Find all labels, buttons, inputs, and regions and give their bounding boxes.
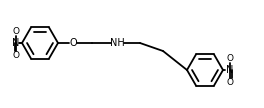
Text: O: O — [227, 78, 233, 87]
Text: O: O — [12, 27, 20, 36]
Text: NH: NH — [110, 38, 124, 48]
Text: N: N — [12, 38, 19, 48]
Text: O: O — [227, 54, 233, 63]
Text: O: O — [69, 38, 77, 48]
Text: N: N — [226, 65, 233, 75]
Text: O: O — [12, 51, 20, 60]
